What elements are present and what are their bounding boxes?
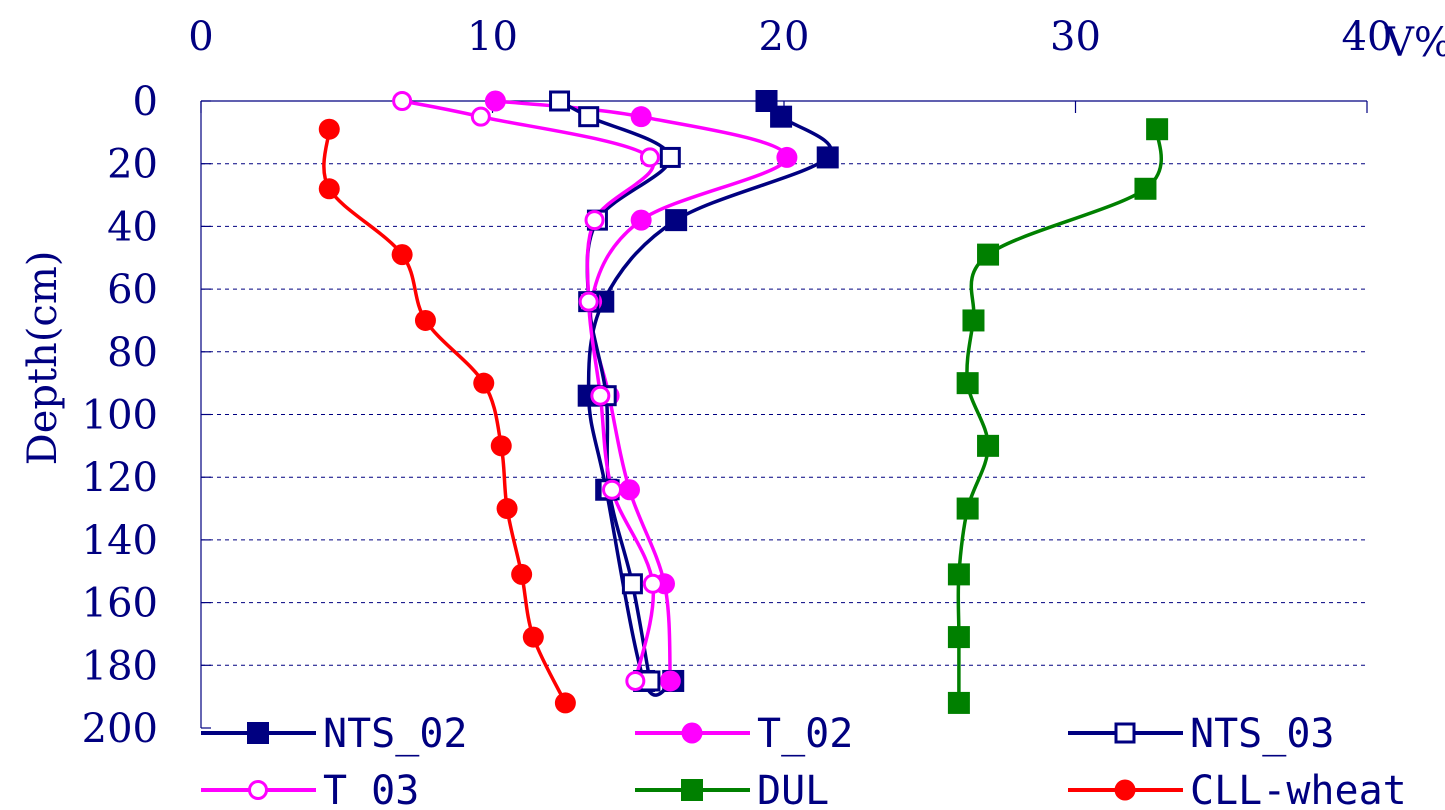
y-tick-label-100: 100 <box>82 393 158 439</box>
legend-marker-nts-03 <box>1114 722 1136 744</box>
series-cll-wheat <box>322 129 567 704</box>
data-point-nts-03-7 <box>621 573 643 595</box>
y-tick-label-0: 0 <box>133 79 158 125</box>
legend-label-nts-03: NTS_03 <box>1190 711 1335 757</box>
y-tick-label-140: 140 <box>82 518 158 564</box>
x-axis-label: V% <box>1384 20 1445 66</box>
y-tick-label-20: 20 <box>107 142 158 188</box>
data-point-t-03-3 <box>584 210 605 231</box>
data-point-t-03-6 <box>602 479 623 500</box>
series-line-cll-wheat <box>322 129 567 704</box>
legend-label-dul: DUL <box>757 768 829 810</box>
legend-label-t-03: T_03 <box>323 768 419 810</box>
data-point-nts-02-1 <box>770 105 793 128</box>
legend-label-nts-02: NTS_02 <box>323 711 468 757</box>
data-point-t-03-7 <box>642 573 663 594</box>
data-point-cll-wheat-7 <box>511 563 533 585</box>
data-point-t-03-1 <box>470 106 491 127</box>
data-point-t-02-6 <box>619 479 641 501</box>
data-point-nts-03-1 <box>578 106 600 128</box>
data-point-cll-wheat-0 <box>318 118 340 140</box>
data-point-dul-3 <box>962 309 985 332</box>
legend: NTS_02 T_02 NTS_03 T_03 DUL CLL-wheat <box>201 711 1407 810</box>
series-dul <box>956 128 1164 703</box>
y-tick-label-80: 80 <box>107 330 158 376</box>
data-point-t-02-8 <box>659 670 681 692</box>
data-point-t-02-1 <box>630 106 652 128</box>
data-point-cll-wheat-2 <box>391 244 413 266</box>
series-line-t-02 <box>495 99 789 682</box>
data-point-cll-wheat-9 <box>554 692 576 714</box>
data-point-cll-wheat-6 <box>496 498 518 520</box>
axis-layer: 0 10 20 30 40 0 20 40 60 80 100 120 140 160 180 200 <box>82 14 1393 752</box>
legend-item-t-03: T_03 <box>201 768 419 810</box>
y-tick-label-200: 200 <box>82 706 158 752</box>
legend-marker-t-02 <box>681 722 703 744</box>
data-point-t-02-3 <box>630 209 652 231</box>
data-point-nts-02-2 <box>816 146 839 169</box>
data-point-t-02-0 <box>484 90 506 112</box>
data-point-nts-03-2 <box>659 146 681 168</box>
data-point-dul-2 <box>977 243 1000 266</box>
data-point-dul-0 <box>1146 118 1169 141</box>
data-point-dul-9 <box>947 691 970 714</box>
data-point-t-03-8 <box>625 670 646 691</box>
data-point-t-02-2 <box>776 146 798 168</box>
legend-marker-nts-02 <box>247 722 269 744</box>
legend-item-t-02: T_02 <box>635 711 853 757</box>
data-point-dul-7 <box>947 563 970 586</box>
data-point-dul-8 <box>947 626 970 649</box>
data-point-dul-5 <box>977 434 1000 457</box>
data-point-dul-6 <box>956 497 979 520</box>
series-t-02 <box>495 99 789 682</box>
y-tick-label-120: 120 <box>82 455 158 501</box>
y-tick-label-40: 40 <box>107 204 158 250</box>
x-tick-label-40: 40 <box>1342 14 1393 60</box>
legend-item-nts-02: NTS_02 <box>201 711 468 757</box>
data-point-dul-4 <box>956 372 979 395</box>
series-markers-t-02 <box>484 90 798 692</box>
x-tick-label-10: 10 <box>467 14 518 60</box>
data-point-t-03-5 <box>590 385 611 406</box>
data-point-t-03-4 <box>578 291 599 312</box>
y-tick-label-60: 60 <box>107 267 158 313</box>
series-markers-dul <box>947 118 1169 714</box>
series-markers-nts-03 <box>549 90 681 692</box>
legend-marker-t-03 <box>248 780 268 800</box>
y-axis-label: Depth(cm) <box>20 251 66 466</box>
data-point-cll-wheat-1 <box>318 178 340 200</box>
series-markers-t-03 <box>392 91 663 691</box>
data-point-t-03-2 <box>639 147 660 168</box>
legend-marker-cll-wheat <box>1114 779 1136 801</box>
legend-item-cll-wheat: CLL-wheat <box>1068 768 1407 810</box>
data-point-cll-wheat-3 <box>414 309 436 331</box>
series-layer <box>318 90 1169 714</box>
legend-marker-dul <box>681 779 703 801</box>
grid-layer <box>201 163 1367 666</box>
series-line-dul <box>956 128 1164 703</box>
series-markers-cll-wheat <box>318 118 576 714</box>
data-point-t-03-0 <box>392 91 413 111</box>
data-point-nts-03-0 <box>549 90 571 112</box>
data-point-dul-1 <box>1134 177 1157 200</box>
data-point-cll-wheat-5 <box>490 435 512 457</box>
legend-item-dul: DUL <box>635 768 829 810</box>
y-tick-label-160: 160 <box>82 581 158 627</box>
data-point-nts-02-3 <box>665 209 688 232</box>
x-tick-label-20: 20 <box>759 14 810 60</box>
y-tick-label-180: 180 <box>82 643 158 689</box>
legend-label-cll-wheat: CLL-wheat <box>1190 768 1407 810</box>
x-tick-label-30: 30 <box>1050 14 1101 60</box>
data-point-cll-wheat-4 <box>473 372 495 394</box>
data-point-cll-wheat-8 <box>522 626 544 648</box>
legend-label-t-02: T_02 <box>757 711 853 757</box>
legend-item-nts-03: NTS_03 <box>1068 711 1335 757</box>
x-tick-label-0: 0 <box>188 14 213 60</box>
